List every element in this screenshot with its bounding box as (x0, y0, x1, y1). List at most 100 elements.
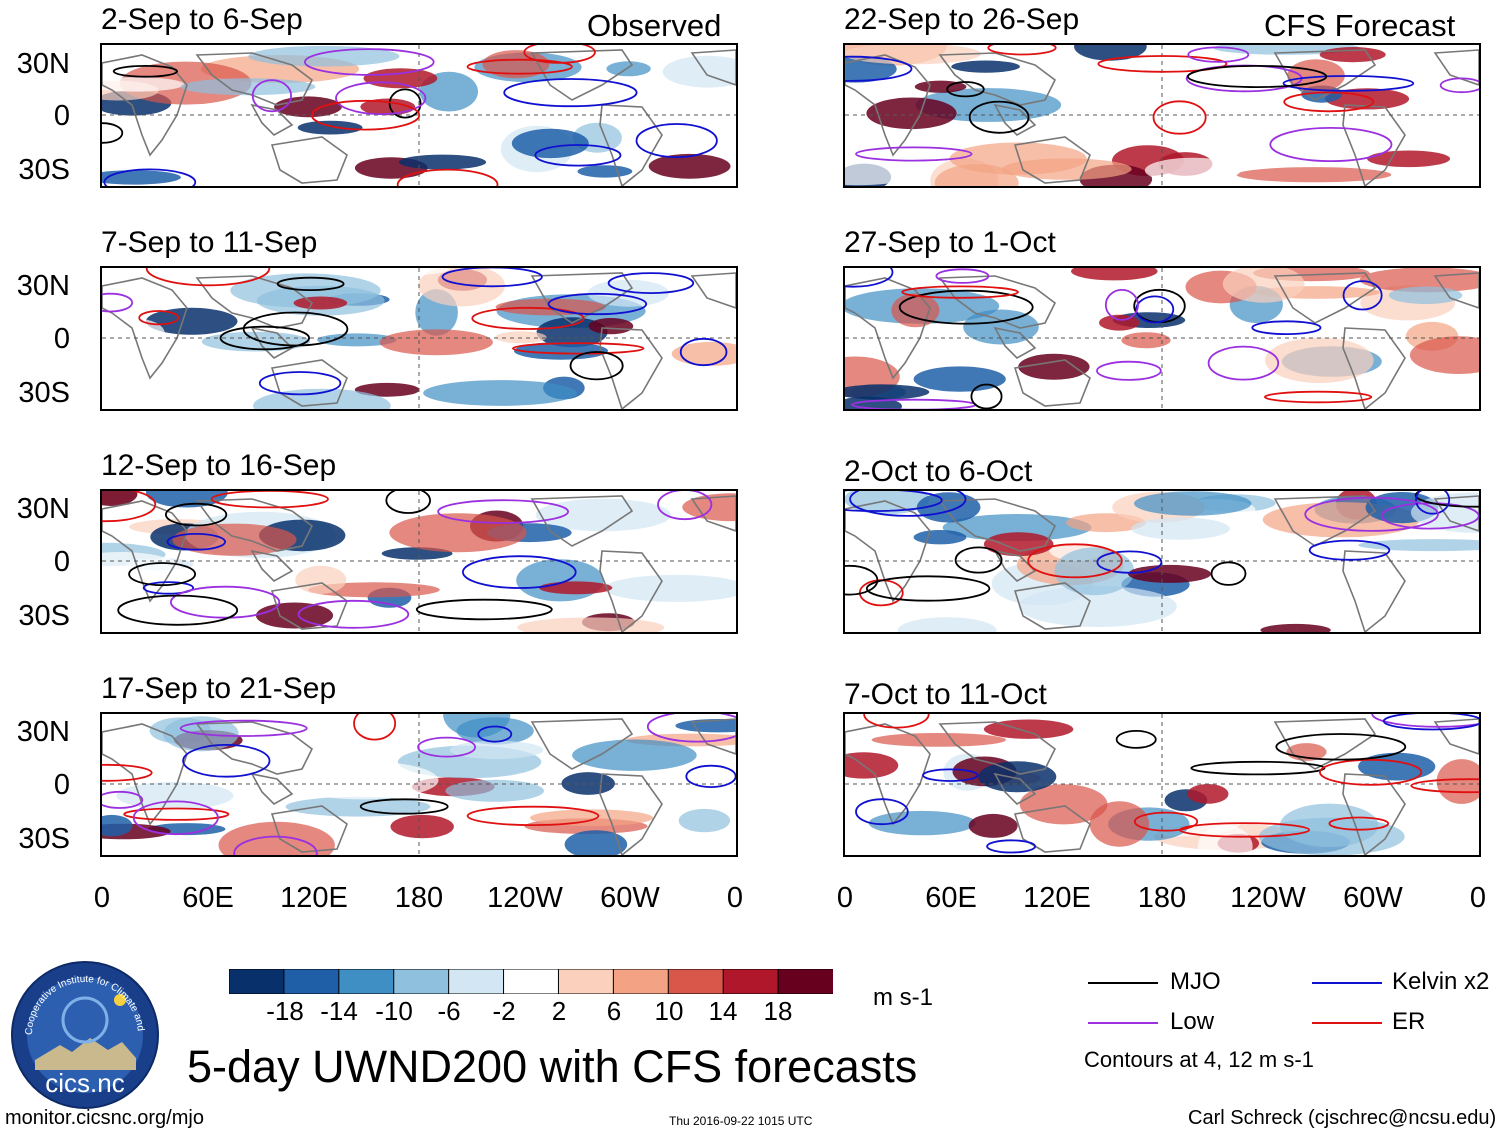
lon-label: 120W (487, 882, 563, 914)
contour-line (102, 790, 144, 809)
anomaly-shading (145, 491, 228, 508)
panel-title-obs-4: 17-Sep to 21-Sep (101, 672, 337, 705)
contour-line (179, 719, 308, 737)
map-panel-fcst-4 (843, 712, 1481, 857)
anomaly-shading (1144, 157, 1241, 183)
contour-line (607, 272, 695, 295)
anomaly-shading (379, 329, 493, 356)
lon-label: 0 (1469, 882, 1487, 914)
anomaly-shading (102, 491, 138, 506)
anomaly-shading (983, 719, 1074, 739)
coastline (195, 275, 314, 329)
colorbar-swatch (393, 968, 450, 995)
lon-label: 120E (280, 882, 348, 914)
anomaly-shading (868, 810, 976, 836)
contour-line (1318, 758, 1423, 786)
contour-line (102, 491, 157, 523)
contour-line (169, 585, 281, 619)
contour-line (310, 99, 421, 131)
anomaly-shading (293, 296, 348, 310)
anomaly-shading (648, 153, 731, 179)
map-graphic (102, 491, 736, 632)
contour-line (1187, 46, 1250, 63)
map-panel-obs-3 (100, 489, 738, 634)
anomaly-shading (572, 739, 697, 771)
colorbar-tick: -14 (320, 996, 358, 1026)
anomaly-shading (102, 170, 181, 185)
colorbar-tick: 6 (606, 996, 622, 1026)
contour-line (210, 491, 329, 509)
contour-line (512, 342, 645, 355)
coastline (195, 721, 314, 775)
contour-line (1282, 75, 1415, 92)
contour-line (1190, 760, 1326, 776)
coastline (845, 723, 931, 826)
lon-label: 0 (93, 882, 111, 914)
anomaly-shading (866, 97, 957, 130)
contour-line (657, 491, 713, 521)
colorbar-units: m s-1 (873, 984, 933, 1011)
anomaly-shading (1187, 784, 1229, 804)
anomaly-shading (1018, 353, 1090, 380)
contour-line (145, 268, 271, 287)
map-graphic (102, 714, 736, 855)
colorbar-swatch (722, 968, 780, 995)
contour-line (138, 310, 180, 326)
coastline (1273, 718, 1377, 770)
contour-line (970, 383, 1003, 409)
colorbar-tick: 2 (551, 996, 567, 1026)
anomaly-shading (495, 331, 547, 344)
lat-label: 30S (18, 823, 70, 855)
map-graphic (845, 491, 1479, 632)
anomaly-shading (423, 380, 577, 406)
coastline (1342, 773, 1406, 855)
map-panel-obs-1 (100, 43, 738, 188)
anomaly-shading (963, 309, 1039, 345)
contour-line (182, 743, 271, 778)
lon-label: 120E (1023, 882, 1091, 914)
anomaly-shading (335, 268, 450, 277)
contour-line (865, 575, 991, 602)
lon-label: 0 (836, 882, 854, 914)
anomaly-shading (671, 341, 736, 366)
contour-line (845, 564, 879, 596)
anomaly-shading (1071, 268, 1158, 281)
contour-line (102, 122, 124, 144)
contour-line (1096, 360, 1162, 381)
contour-line (1371, 714, 1479, 728)
coastline (102, 54, 188, 157)
anomaly-shading (1388, 286, 1463, 305)
contour-line (1178, 822, 1311, 838)
anomaly-shading (418, 268, 505, 307)
anomaly-shading (587, 279, 670, 307)
contour-line (441, 268, 543, 288)
map-panel-fcst-1 (843, 43, 1481, 188)
lat-label: 0 (53, 769, 70, 801)
anomaly-shading (145, 307, 238, 335)
coastline (530, 49, 634, 101)
contour-line (1415, 491, 1451, 515)
lon-label: 180 (394, 882, 444, 914)
map-panel-fcst-2 (843, 266, 1481, 411)
contour-line (1263, 390, 1373, 404)
map-panel-obs-2 (100, 266, 738, 411)
contour-line (845, 268, 894, 288)
anomaly-shading (845, 45, 982, 65)
anomaly-shading (662, 55, 736, 88)
footer-url[interactable]: monitor.cicsnc.org/mjo (5, 1107, 204, 1129)
colorbar-tick: 10 (654, 996, 684, 1026)
anomaly-shading (297, 120, 363, 135)
contour-line (1304, 496, 1439, 532)
panel-title-obs-2: 7-Sep to 11-Sep (101, 226, 318, 259)
coastline (1013, 136, 1091, 184)
coastline (1342, 327, 1406, 409)
lat-label: 30N (16, 270, 70, 302)
coastline (1273, 495, 1377, 547)
map-graphic (102, 45, 736, 186)
anomaly-shading (942, 514, 1092, 541)
anomaly-shading (604, 574, 736, 602)
colorbar-swatch (228, 968, 285, 995)
anomaly-shading (482, 50, 550, 79)
panel-title-obs-3: 12-Sep to 16-Sep (101, 449, 337, 482)
anomaly-shading (1019, 784, 1108, 825)
